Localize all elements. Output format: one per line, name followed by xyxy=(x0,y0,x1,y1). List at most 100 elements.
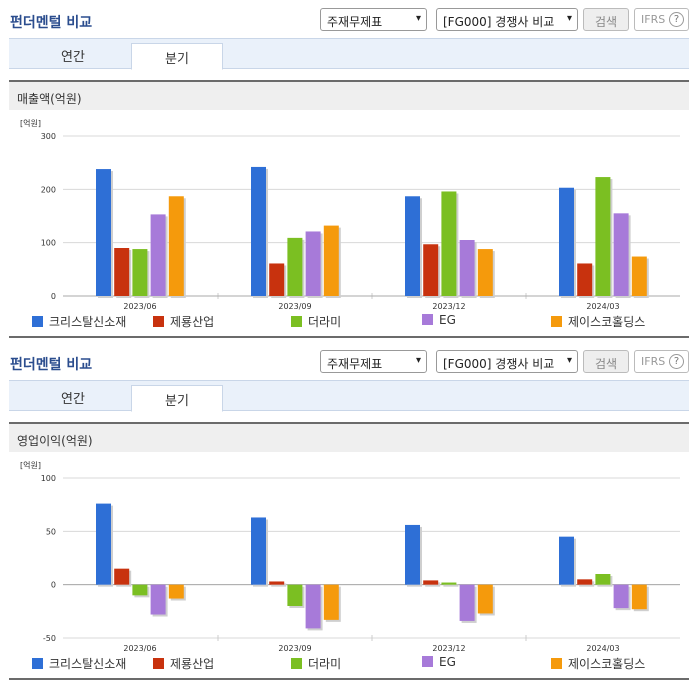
bar-2023-12-series-3[interactable] xyxy=(459,240,475,296)
legend-item[interactable]: 더라미 xyxy=(291,655,341,672)
divider xyxy=(9,336,689,338)
bar-2023-09-series-0[interactable] xyxy=(251,166,266,296)
tab-annual[interactable]: 연간 xyxy=(61,50,85,65)
fundamental-panel-operating-profit: 펀더멘털 비교 주재무제표 ▾ [FG000] 경쟁사 비교 ▾ 검색 IFRS… xyxy=(0,342,696,684)
bar-2023-09-series-3[interactable] xyxy=(305,584,321,629)
legend-item[interactable]: EG xyxy=(422,655,456,669)
legend-swatch xyxy=(551,316,562,327)
statement-select[interactable]: 주재무제표 ▾ xyxy=(320,350,427,373)
bar-2023-06-series-1[interactable] xyxy=(114,248,130,296)
x-tick-label: 2023/09 xyxy=(278,644,311,653)
bar-2024-03-series-3[interactable] xyxy=(613,213,629,296)
search-button[interactable]: 검색 xyxy=(583,350,629,373)
bar-2023-12-series-3[interactable] xyxy=(459,584,475,621)
legend-item[interactable]: 더라미 xyxy=(291,313,341,330)
bar-2023-09-series-2[interactable] xyxy=(287,584,303,606)
x-tick-label: 2023/06 xyxy=(123,644,156,653)
bar-2024-03-series-2[interactable] xyxy=(595,177,611,296)
tab-quarterly[interactable]: 분기 xyxy=(131,43,223,70)
section-title: 영업이익(억원) xyxy=(9,422,689,452)
bar-2023-06-series-3[interactable] xyxy=(150,214,166,296)
help-icon[interactable]: ? xyxy=(669,12,684,27)
bar-2024-03-series-3[interactable] xyxy=(613,584,629,609)
legend-item[interactable]: 크리스탈신소재 xyxy=(32,313,126,330)
section-title: 매출액(억원) xyxy=(9,80,689,110)
ifrs-label: IFRS xyxy=(641,355,666,368)
bar-2023-06-series-0[interactable] xyxy=(96,503,111,585)
bar-2023-06-series-1[interactable] xyxy=(114,568,130,585)
legend-item[interactable]: EG xyxy=(422,313,456,327)
legend-label: 제룡산업 xyxy=(170,657,215,671)
legend-item[interactable]: 제이스코홀딩스 xyxy=(551,655,645,672)
ifrs-button[interactable]: IFRS ? xyxy=(634,8,689,31)
bar-2023-12-series-0[interactable] xyxy=(405,196,420,296)
chart-legend: 크리스탈신소재 제룡산업 더라미 EG 제이스코홀딩스 xyxy=(32,313,692,329)
bar-2023-06-series-0[interactable] xyxy=(96,169,111,296)
legend-item[interactable]: 제룡산업 xyxy=(153,655,214,672)
legend-label: EG xyxy=(439,655,456,669)
legend-label: EG xyxy=(439,313,456,327)
bar-2023-09-series-1[interactable] xyxy=(269,263,285,296)
tab-quarterly[interactable]: 분기 xyxy=(131,385,223,412)
period-tabs: 연간 분기 xyxy=(9,38,689,70)
bar-2023-06-series-3[interactable] xyxy=(150,584,166,615)
bar-2023-09-series-0[interactable] xyxy=(251,517,266,585)
legend-item[interactable]: 크리스탈신소재 xyxy=(32,655,126,672)
peer-group-select[interactable]: [FG000] 경쟁사 비교 ▾ xyxy=(436,8,578,31)
bar-2023-06-series-4[interactable] xyxy=(168,196,184,296)
legend-item[interactable]: 제룡산업 xyxy=(153,313,214,330)
bar-2023-12-series-1[interactable] xyxy=(423,244,439,296)
bar-2023-09-series-3[interactable] xyxy=(305,231,321,296)
x-tick-label: 2023/06 xyxy=(123,302,156,311)
x-tick-label: 2024/03 xyxy=(586,302,619,311)
bar-2023-09-series-1[interactable] xyxy=(269,581,285,585)
panel-title: 펀더멘털 비교 xyxy=(10,357,93,373)
bar-2024-03-series-1[interactable] xyxy=(577,263,593,296)
search-button[interactable]: 검색 xyxy=(583,8,629,31)
peer-group-select[interactable]: [FG000] 경쟁사 비교 ▾ xyxy=(436,350,578,373)
ifrs-label: IFRS xyxy=(641,13,666,26)
legend-swatch xyxy=(551,658,562,669)
bar-2023-09-series-4[interactable] xyxy=(323,584,339,620)
bar-2023-12-series-2[interactable] xyxy=(441,582,457,585)
help-icon[interactable]: ? xyxy=(669,354,684,369)
y-tick-label: 0 xyxy=(51,581,56,590)
bar-2024-03-series-0[interactable] xyxy=(559,536,574,585)
chevron-down-icon: ▾ xyxy=(566,13,572,24)
divider xyxy=(9,678,689,680)
legend-swatch xyxy=(291,658,302,669)
operating-profit-bar-chart: -50 0 50 100 2023/06 2023/09 2023/12 2024/03 xyxy=(41,474,680,653)
y-tick-label: 200 xyxy=(41,185,56,194)
bar-2024-03-series-1[interactable] xyxy=(577,579,593,585)
legend-label: 제이스코홀딩스 xyxy=(568,657,646,671)
legend-label: 크리스탈신소재 xyxy=(49,315,127,329)
bar-2024-03-series-2[interactable] xyxy=(595,574,611,585)
bar-2024-03-series-4[interactable] xyxy=(631,256,647,296)
bar-2023-09-series-4[interactable] xyxy=(323,225,339,296)
peer-group-select-value: [FG000] 경쟁사 비교 xyxy=(443,15,555,29)
bar-2023-06-series-2[interactable] xyxy=(132,249,148,296)
bar-2023-12-series-4[interactable] xyxy=(477,584,493,614)
bar-2023-12-series-4[interactable] xyxy=(477,249,493,296)
bar-2023-09-series-2[interactable] xyxy=(287,237,303,296)
bar-2023-06-series-2[interactable] xyxy=(132,584,148,596)
bar-2023-06-series-4[interactable] xyxy=(168,584,184,599)
statement-select[interactable]: 주재무제표 ▾ xyxy=(320,8,427,31)
ifrs-button[interactable]: IFRS ? xyxy=(634,350,689,373)
bar-2023-12-series-1[interactable] xyxy=(423,580,439,585)
legend-swatch xyxy=(32,316,43,327)
peer-group-select-value: [FG000] 경쟁사 비교 xyxy=(443,357,555,371)
y-unit-label: [억원] xyxy=(20,119,41,128)
legend-item[interactable]: 제이스코홀딩스 xyxy=(551,313,645,330)
chevron-down-icon: ▾ xyxy=(566,355,572,366)
y-tick-label: 300 xyxy=(41,132,56,141)
tab-annual[interactable]: 연간 xyxy=(61,392,85,407)
legend-label: 크리스탈신소재 xyxy=(49,657,127,671)
chevron-down-icon: ▾ xyxy=(415,13,421,24)
bar-2023-12-series-2[interactable] xyxy=(441,191,457,296)
x-tick-label: 2023/12 xyxy=(432,644,465,653)
bar-2024-03-series-4[interactable] xyxy=(631,584,647,610)
bar-2024-03-series-0[interactable] xyxy=(559,187,574,296)
legend-swatch xyxy=(422,656,433,667)
bar-2023-12-series-0[interactable] xyxy=(405,524,420,585)
